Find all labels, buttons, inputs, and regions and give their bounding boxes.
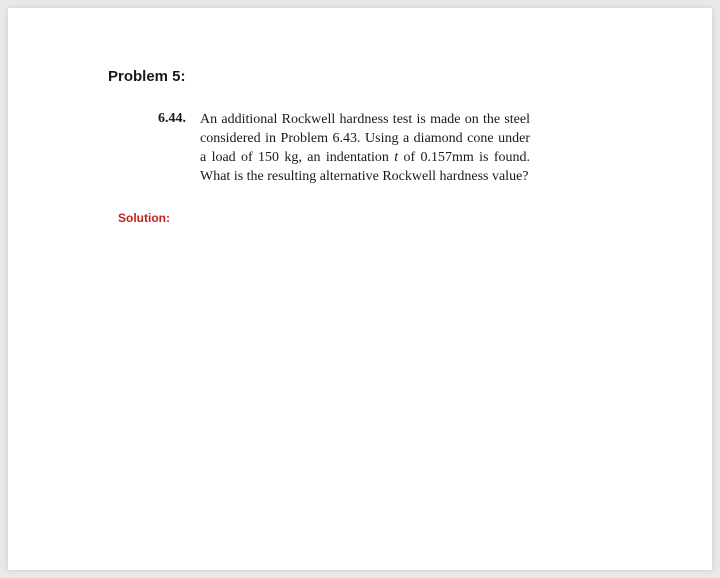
problem-heading: Problem 5: — [108, 68, 642, 85]
question-text: An additional Rockwell hardness test is … — [200, 111, 530, 187]
question-block: 6.44. An additional Rockwell hardness te… — [158, 111, 642, 187]
document-page: Problem 5: 6.44. An additional Rockwell … — [8, 8, 712, 570]
solution-label: Solution: — [118, 211, 642, 225]
question-number: 6.44. — [158, 111, 200, 187]
